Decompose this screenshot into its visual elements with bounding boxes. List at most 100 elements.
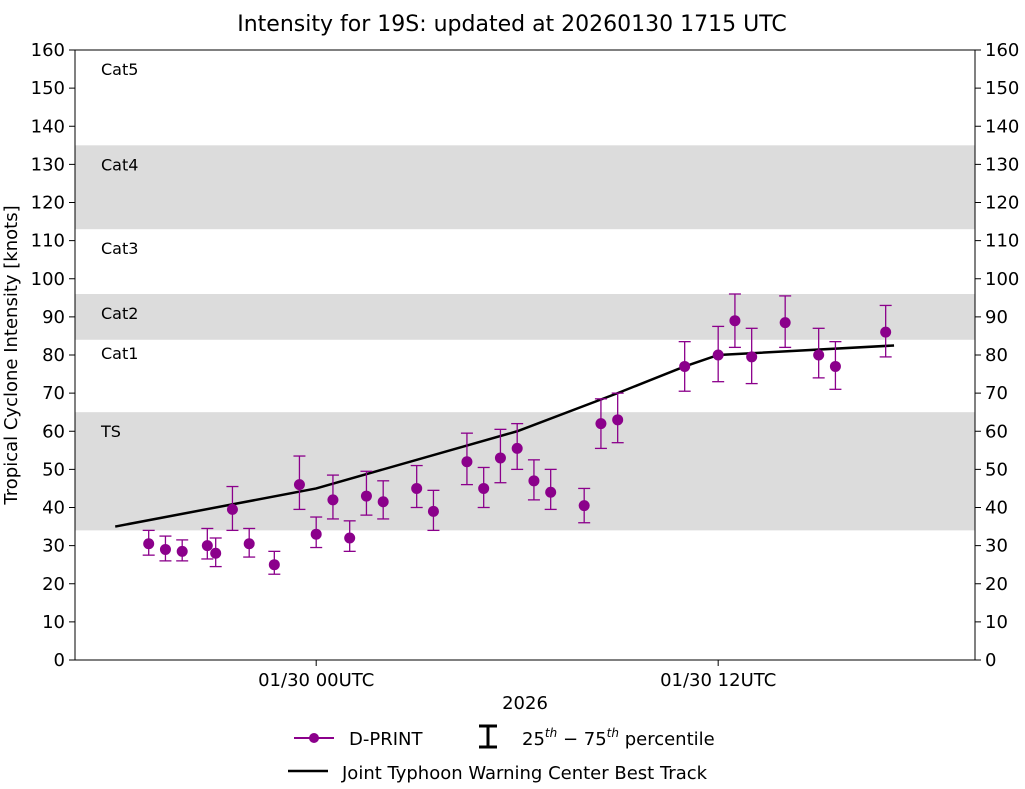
dprint-point bbox=[812, 327, 825, 379]
dprint-marker bbox=[411, 482, 423, 494]
chart-title: Intensity for 19S: updated at 20260130 1… bbox=[237, 12, 787, 37]
y-tick-label-right: 60 bbox=[985, 421, 1008, 442]
dprint-marker bbox=[829, 360, 841, 372]
y-tick-label-left: 100 bbox=[31, 269, 65, 290]
y-tick-label-right: 20 bbox=[985, 574, 1008, 595]
y-tick-label-right: 80 bbox=[985, 345, 1008, 366]
legend-best-track-label: Joint Typhoon Warning Center Best Track bbox=[341, 763, 708, 784]
dprint-point bbox=[201, 527, 214, 560]
legend-dprint-label: D-PRINT bbox=[349, 729, 423, 750]
band-ts bbox=[75, 412, 975, 531]
band-label-ts: TS bbox=[100, 422, 121, 441]
y-axis-label: Tropical Cyclone Intensity [knots] bbox=[1, 205, 22, 505]
y-tick-label-right: 130 bbox=[985, 154, 1019, 175]
y-tick-label-right: 120 bbox=[985, 193, 1019, 214]
dprint-marker bbox=[478, 482, 490, 494]
dprint-point bbox=[728, 293, 741, 349]
y-tick-label-left: 70 bbox=[42, 383, 65, 404]
dprint-point bbox=[779, 295, 792, 349]
y-tick-label-left: 0 bbox=[54, 650, 65, 671]
band-label-cat2: Cat2 bbox=[101, 304, 138, 323]
y-tick-label-left: 20 bbox=[42, 574, 65, 595]
y-tick-label-left: 150 bbox=[31, 78, 65, 99]
dprint-point bbox=[879, 304, 892, 358]
dprint-point bbox=[142, 529, 155, 556]
dprint-point bbox=[477, 466, 490, 509]
dprint-point bbox=[360, 470, 373, 516]
band-label-cat1: Cat1 bbox=[101, 344, 138, 363]
dprint-point bbox=[326, 474, 339, 520]
dprint-point bbox=[209, 537, 222, 568]
y-tick-label-left: 110 bbox=[31, 231, 65, 252]
x-tick-label: 01/30 12UTC bbox=[660, 670, 776, 691]
dprint-point bbox=[410, 464, 423, 509]
dprint-point bbox=[712, 325, 725, 383]
dprint-marker bbox=[344, 532, 356, 544]
dprint-point bbox=[511, 422, 524, 471]
legend-dprint-marker bbox=[309, 733, 319, 743]
y-tick-label-left: 160 bbox=[31, 40, 65, 61]
y-tick-label-left: 80 bbox=[42, 345, 65, 366]
y-tick-label-left: 10 bbox=[42, 612, 65, 633]
dprint-marker bbox=[545, 486, 557, 498]
dprint-point bbox=[243, 527, 256, 558]
dprint-point bbox=[594, 398, 607, 450]
dprint-marker bbox=[427, 505, 439, 517]
y-tick-label-right: 50 bbox=[985, 459, 1008, 480]
y-tick-label-left: 50 bbox=[42, 459, 65, 480]
dprint-point bbox=[578, 487, 591, 524]
dprint-marker bbox=[243, 538, 255, 550]
dprint-point bbox=[377, 480, 390, 520]
dprint-marker bbox=[528, 475, 540, 487]
y-tick-label-left: 120 bbox=[31, 193, 65, 214]
dprint-marker bbox=[712, 349, 724, 361]
dprint-marker bbox=[880, 326, 892, 338]
dprint-marker bbox=[293, 479, 305, 491]
y-tick-label-right: 30 bbox=[985, 536, 1008, 557]
y-tick-label-left: 40 bbox=[42, 498, 65, 519]
dprint-point bbox=[268, 550, 281, 575]
dprint-marker bbox=[746, 351, 758, 363]
dprint-point bbox=[611, 392, 624, 444]
dprint-marker bbox=[143, 538, 155, 550]
dprint-marker bbox=[578, 500, 590, 512]
dprint-point bbox=[745, 327, 758, 385]
legend-percentile-label: 25th − 75th percentile bbox=[522, 726, 715, 750]
dprint-marker bbox=[176, 545, 188, 557]
dprint-point bbox=[427, 489, 440, 532]
y-tick-label-left: 140 bbox=[31, 116, 65, 137]
legend-errorbar-icon bbox=[479, 724, 497, 749]
y-tick-label-right: 150 bbox=[985, 78, 1019, 99]
y-tick-label-right: 140 bbox=[985, 116, 1019, 137]
dprint-point bbox=[678, 341, 691, 392]
dprint-marker bbox=[813, 349, 825, 361]
dprint-marker bbox=[461, 456, 473, 468]
dprint-marker bbox=[310, 528, 322, 540]
y-tick-label-right: 70 bbox=[985, 383, 1008, 404]
dprint-point bbox=[544, 468, 557, 511]
x-axis-label: 2026 bbox=[502, 693, 548, 714]
y-tick-label-right: 10 bbox=[985, 612, 1008, 633]
dprint-marker bbox=[494, 452, 506, 464]
band-label-cat4: Cat4 bbox=[101, 155, 138, 174]
dprint-marker bbox=[595, 418, 607, 430]
band-cat4 bbox=[75, 145, 975, 230]
dprint-marker bbox=[679, 360, 691, 372]
y-tick-label-right: 100 bbox=[985, 269, 1019, 290]
dprint-marker bbox=[268, 559, 280, 571]
y-tick-label-right: 110 bbox=[985, 231, 1019, 252]
y-tick-label-left: 130 bbox=[31, 154, 65, 175]
band-cat2 bbox=[75, 294, 975, 340]
x-tick-label: 01/30 00UTC bbox=[258, 670, 374, 691]
y-tick-label-left: 90 bbox=[42, 307, 65, 328]
dprint-marker bbox=[511, 442, 523, 454]
y-tick-label-left: 60 bbox=[42, 421, 65, 442]
dprint-point bbox=[829, 341, 842, 390]
y-tick-label-left: 30 bbox=[42, 536, 65, 557]
legend: D-PRINT 25th − 75th percentile Joint Typ… bbox=[288, 724, 715, 784]
dprint-point bbox=[293, 455, 306, 511]
plot-frame bbox=[74, 49, 976, 661]
band-label-cat5: Cat5 bbox=[101, 60, 138, 79]
dprint-point bbox=[310, 516, 323, 549]
band-label-cat3: Cat3 bbox=[101, 239, 138, 258]
